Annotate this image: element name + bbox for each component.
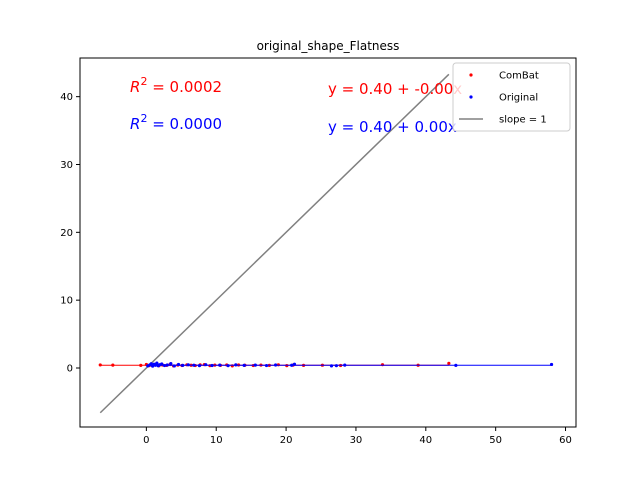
annotation-r2-original: R2 = 0.0000	[130, 112, 222, 133]
y-tick-label: 0	[67, 363, 73, 374]
combat-point	[230, 364, 234, 368]
y-axis: 0 10 20 30 40	[60, 92, 80, 374]
annotations: R2 = 0.0002 R2 = 0.0000 y = 0.40 + -0.00x y…	[130, 75, 462, 136]
x-tick-label: 10	[210, 435, 223, 446]
legend: ComBat Original slope = 1	[452, 62, 571, 132]
x-tick-label: 30	[350, 435, 363, 446]
y-tick-label: 40	[60, 92, 73, 103]
legend-label: slope = 1	[499, 115, 547, 126]
original-point	[204, 363, 208, 367]
original-point	[329, 364, 334, 368]
combat-point	[380, 363, 385, 367]
y-tick-label: 10	[60, 296, 73, 307]
y-tick-label: 20	[60, 228, 73, 239]
annotation-eq-original: y = 0.40 + 0.00x	[328, 118, 457, 136]
chart-title: original_shape_Flatness	[257, 39, 400, 53]
x-tick-label: 0	[143, 435, 149, 446]
legend-box	[452, 62, 571, 132]
original-point	[155, 361, 159, 365]
plot-frame	[79, 57, 577, 428]
original-point	[149, 362, 153, 366]
x-tick-label: 50	[489, 435, 502, 446]
x-tick-label: 20	[280, 435, 293, 446]
legend-label: ComBat	[499, 71, 539, 82]
combat-point	[447, 361, 451, 365]
legend-marker	[469, 95, 473, 99]
x-axis: 0 10 20 30 40 50 60	[143, 427, 572, 446]
annotation-eq-combat: y = 0.40 + -0.00x	[328, 80, 462, 98]
annotation-r2-combat: R2 = 0.0002	[130, 75, 222, 96]
x-tick-label: 40	[419, 435, 432, 446]
legend-label: Original	[499, 93, 538, 104]
y-tick-label: 30	[60, 160, 73, 171]
identity-line	[99, 73, 450, 414]
original-point	[169, 361, 173, 366]
x-tick-label: 60	[559, 435, 572, 446]
legend-marker	[469, 73, 473, 77]
